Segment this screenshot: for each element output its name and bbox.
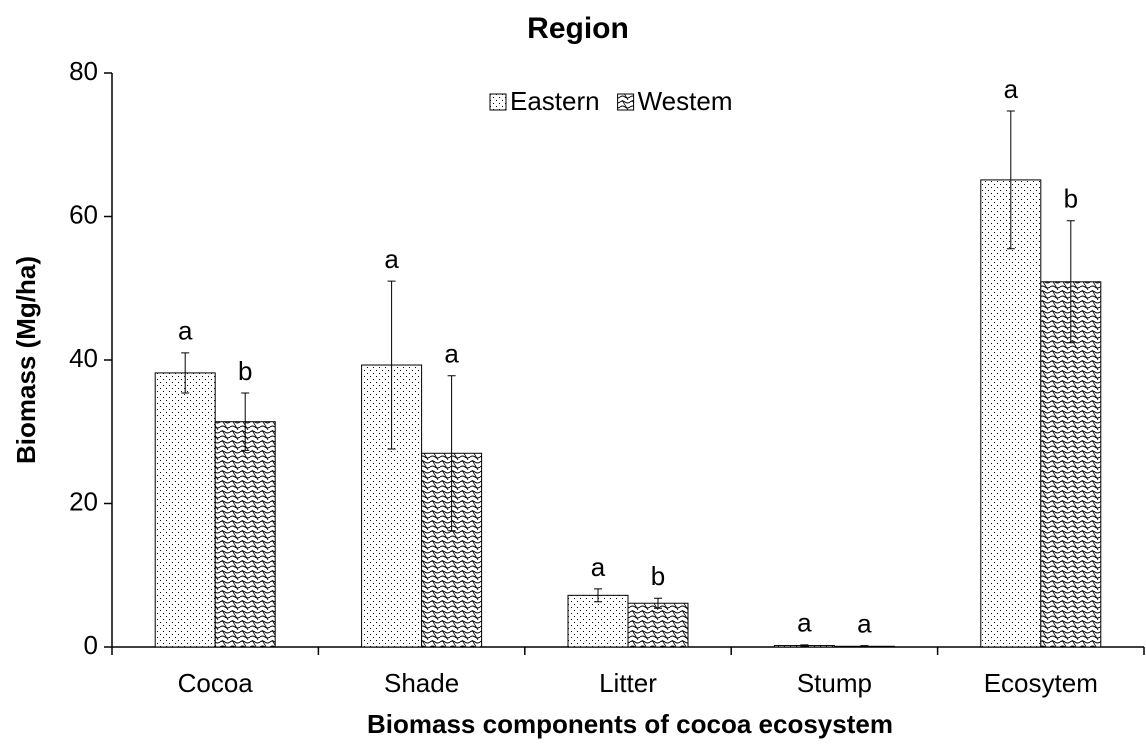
y-tick-label: 20 xyxy=(69,486,98,516)
error-bar xyxy=(860,645,869,648)
error-bar xyxy=(387,280,396,450)
significance-letter: a xyxy=(444,339,459,369)
x-tick-label: Stump xyxy=(797,668,872,698)
y-tick-label: 0 xyxy=(84,630,98,660)
significance-letter: a xyxy=(591,552,606,582)
y-tick-label: 80 xyxy=(69,56,98,86)
error-bar xyxy=(241,392,250,451)
significance-letter: a xyxy=(178,316,193,346)
bar xyxy=(567,594,629,648)
error-bar xyxy=(800,644,809,647)
significance-letter: b xyxy=(651,561,665,591)
y-axis-label: Biomass (Mg/ha) xyxy=(11,256,41,464)
x-tick-label: Litter xyxy=(599,668,657,698)
legend-label: Eastern xyxy=(510,86,600,116)
y-tick-label: 60 xyxy=(69,199,98,229)
x-tick-label: Cocoa xyxy=(178,668,254,698)
error-bar xyxy=(654,597,662,609)
significance-letter: a xyxy=(1004,74,1019,104)
legend-swatch xyxy=(617,93,635,111)
bar xyxy=(154,372,216,648)
error-bar xyxy=(594,588,602,603)
x-axis-label: Biomass components of cocoa ecosystem xyxy=(367,709,893,739)
chart-title: Region xyxy=(527,12,629,45)
error-bar xyxy=(1006,110,1015,250)
significance-letter: b xyxy=(1064,184,1078,214)
bar xyxy=(214,421,276,648)
x-tick-label: Ecosytem xyxy=(984,668,1098,698)
significance-letter: a xyxy=(384,244,399,274)
error-bar xyxy=(447,375,456,532)
x-tick-label: Shade xyxy=(384,668,459,698)
significance-letter: a xyxy=(857,608,872,638)
error-bar xyxy=(1066,220,1075,344)
error-bar xyxy=(181,352,190,394)
bar xyxy=(627,602,689,648)
legend-label: Westem xyxy=(638,86,733,116)
legend-swatch xyxy=(489,93,507,111)
bar xyxy=(980,179,1042,648)
significance-letter: a xyxy=(797,608,812,638)
significance-letter: b xyxy=(238,356,252,386)
y-tick-label: 40 xyxy=(69,343,98,373)
